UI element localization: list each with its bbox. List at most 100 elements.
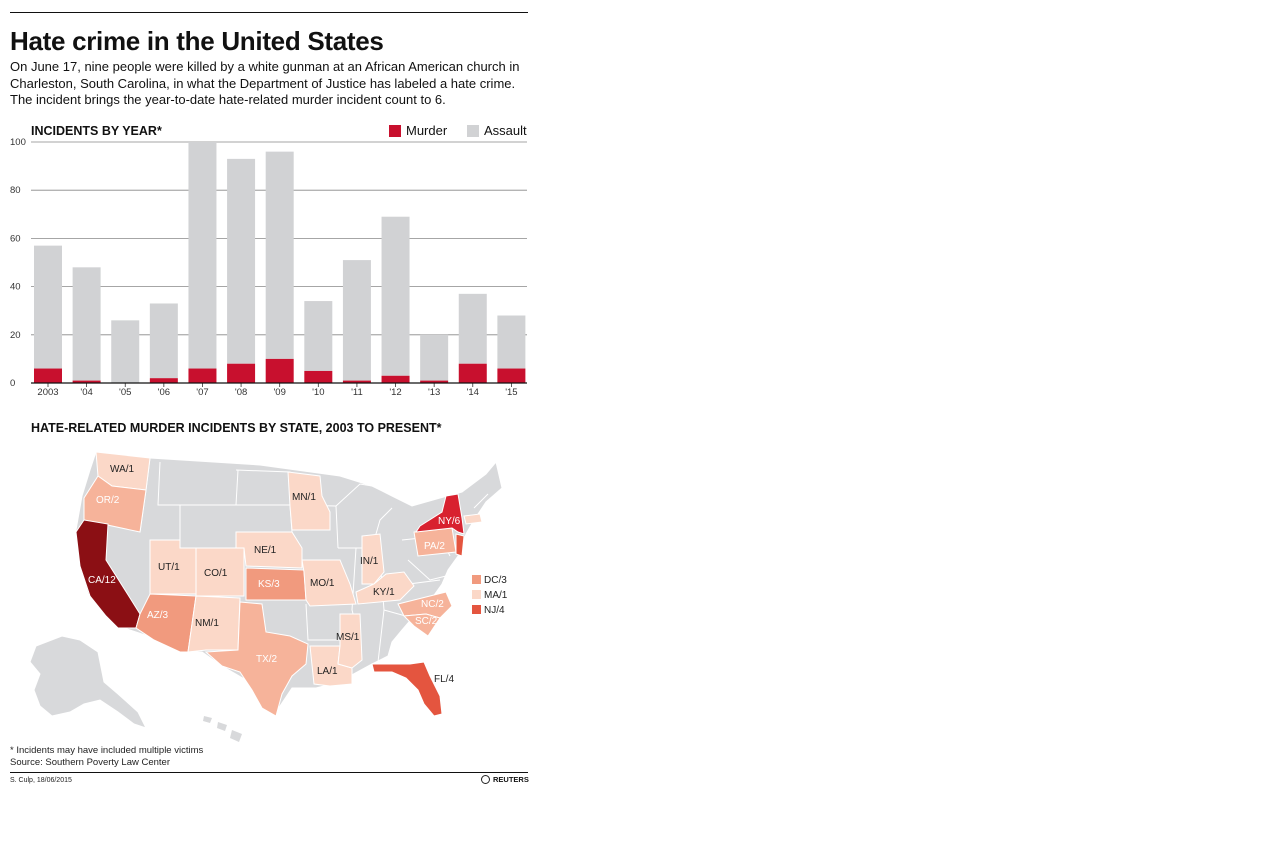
state-fl — [371, 661, 443, 717]
reuters-logo: REUTERS — [481, 775, 529, 784]
state-label-ks: KS/3 — [258, 579, 280, 590]
incidents-by-year-chart: 0 20 40 60 80 100 2003 '04 '05 '06 '07 '08 '09 '10 '11… — [10, 137, 527, 398]
state-label-mn: MN/1 — [292, 492, 316, 503]
x-tick-label: '13 — [428, 387, 440, 398]
bar-assault — [381, 216, 410, 376]
state-ca — [75, 519, 141, 629]
bar-murder — [304, 370, 333, 383]
state-label-or: OR/2 — [96, 495, 120, 506]
bar-assault — [34, 245, 62, 369]
y-tick-label: 100 — [10, 137, 26, 148]
state-ky — [355, 571, 415, 605]
bar-assault — [188, 142, 217, 369]
bar-murder — [188, 368, 217, 383]
state-mn — [287, 471, 331, 531]
x-tick-label: '05 — [119, 387, 131, 398]
bar-murder — [72, 380, 101, 383]
bar-assault — [458, 293, 487, 364]
credit-text: S. Culp, 18/06/2015 — [10, 777, 72, 784]
state-label-ky: KY/1 — [373, 587, 395, 598]
bar-assault — [342, 260, 371, 381]
state-mo — [301, 559, 357, 607]
footnote: * Incidents may have included multiple v… — [10, 745, 204, 756]
x-tick-label: '06 — [158, 387, 170, 398]
state-or — [83, 475, 147, 533]
bar-assault — [227, 158, 256, 364]
us-state-map: DC/3 MA/1 NJ/4 WA/1 OR/2 CA/12 UT/1 CO/1… — [29, 451, 508, 742]
y-tick-label: 60 — [10, 233, 21, 244]
assault-swatch — [467, 124, 479, 137]
y-tick-label: 20 — [10, 330, 21, 341]
bar-murder — [420, 380, 449, 383]
x-tick-label: '12 — [389, 387, 401, 398]
bar-chart-title: INCIDENTS BY YEAR* — [31, 124, 162, 138]
bar-assault — [497, 315, 526, 369]
intro-text: On June 17, nine people were killed by a… — [10, 59, 520, 107]
state-label-in: IN/1 — [360, 556, 379, 567]
state-label-ut: UT/1 — [158, 562, 180, 573]
legend-assault-label: Assault — [484, 123, 527, 138]
state-label-ca: CA/12 — [88, 575, 116, 586]
bottom-rule — [10, 772, 528, 773]
x-tick-label: '09 — [273, 387, 285, 398]
state-label-ne: NE/1 — [254, 545, 277, 556]
state-ma — [463, 513, 483, 525]
x-tick-label: '10 — [312, 387, 324, 398]
dc-swatch — [472, 575, 481, 584]
bar-assault — [72, 267, 101, 381]
dc-legend-label: DC/3 — [484, 575, 507, 586]
bar-murder — [227, 363, 256, 383]
state-label-sc: SC/2 — [415, 616, 438, 627]
x-tick-label: '08 — [235, 387, 247, 398]
source-text: Source: Southern Poverty Law Center — [10, 757, 171, 768]
x-tick-label: '15 — [505, 387, 517, 398]
x-tick-label: 2003 — [37, 387, 58, 398]
bar-assault — [149, 303, 178, 379]
state-nj — [455, 533, 465, 557]
bar-murder — [34, 368, 62, 383]
state-label-ny: NY/6 — [438, 516, 461, 527]
state-ny — [414, 493, 465, 535]
nj-legend-label: NJ/4 — [484, 605, 505, 616]
bar-assault — [304, 301, 333, 371]
state-in — [361, 533, 385, 585]
ma-swatch — [472, 590, 481, 599]
bar-murder — [381, 375, 410, 383]
legend-assault: Assault — [467, 123, 527, 138]
state-label-tx: TX/2 — [256, 654, 278, 665]
bar-murder — [149, 378, 178, 383]
state-label-nc: NC/2 — [421, 599, 444, 610]
state-label-az: AZ/3 — [147, 610, 169, 621]
murder-swatch — [389, 124, 401, 137]
state-ak — [29, 635, 147, 729]
bar-murder — [265, 358, 294, 383]
reuters-wordmark: REUTERS — [493, 775, 529, 784]
state-ms — [337, 613, 363, 669]
x-tick-label: '04 — [80, 387, 92, 398]
state-label-mo: MO/1 — [310, 578, 335, 589]
state-co — [195, 547, 245, 597]
state-label-la: LA/1 — [317, 666, 338, 677]
legend-murder-label: Murder — [406, 123, 448, 138]
reuters-dot-icon — [481, 775, 490, 784]
bar-murder — [342, 380, 371, 383]
y-tick-label: 80 — [10, 185, 21, 196]
x-tick-label: '14 — [467, 387, 479, 398]
state-hi — [203, 716, 242, 742]
map-title: HATE-RELATED MURDER INCIDENTS BY STATE, … — [31, 421, 442, 435]
state-label-wa: WA/1 — [110, 464, 135, 475]
state-label-ms: MS/1 — [336, 632, 360, 643]
page-title: Hate crime in the United States — [10, 26, 384, 56]
state-label-nm: NM/1 — [195, 618, 219, 629]
nj-swatch — [472, 605, 481, 614]
bar-assault — [265, 151, 294, 359]
legend-murder: Murder — [389, 123, 447, 138]
top-rule — [10, 12, 528, 13]
state-label-co: CO/1 — [204, 568, 228, 579]
state-sc — [402, 613, 441, 637]
x-tick-label: '07 — [196, 387, 208, 398]
bar-assault — [111, 320, 140, 383]
x-tick-label: '11 — [351, 387, 363, 398]
state-label-pa: PA/2 — [424, 541, 445, 552]
bar-murder — [497, 368, 526, 383]
